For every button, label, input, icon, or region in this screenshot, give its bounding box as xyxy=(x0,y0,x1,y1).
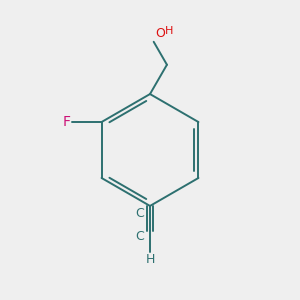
Text: H: H xyxy=(145,253,155,266)
Text: H: H xyxy=(165,26,173,37)
Text: C: C xyxy=(135,230,143,242)
Text: C: C xyxy=(135,207,143,220)
Text: F: F xyxy=(63,115,70,129)
Text: O: O xyxy=(155,27,165,40)
